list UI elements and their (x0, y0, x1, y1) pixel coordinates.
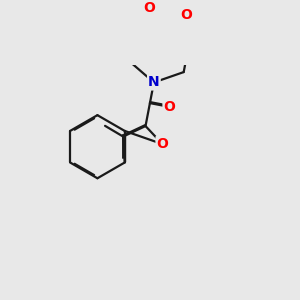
Text: N: N (148, 75, 160, 89)
Text: O: O (180, 8, 192, 22)
Text: O: O (143, 1, 155, 15)
Text: O: O (164, 100, 175, 114)
Text: O: O (157, 137, 168, 151)
